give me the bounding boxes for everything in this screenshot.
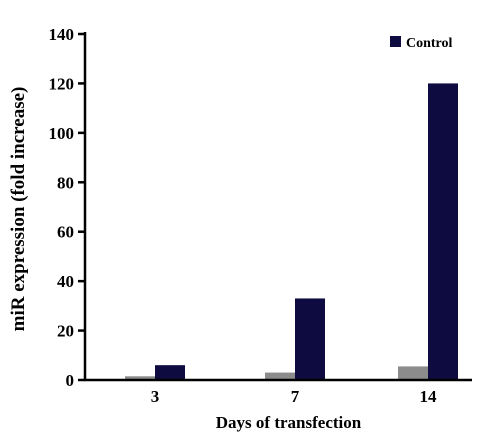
bar <box>125 376 155 380</box>
y-tick-label: 60 <box>57 223 74 242</box>
x-ticks-group: 3 7 14 <box>151 387 437 406</box>
bar <box>295 298 325 380</box>
bar <box>398 366 428 380</box>
bar <box>428 83 458 380</box>
legend-swatch <box>390 36 401 47</box>
legend-label: Control <box>406 36 453 51</box>
x-tick-label: 3 <box>151 387 160 406</box>
y-ticks-group: 0 20 40 60 80 100 120 140 <box>49 25 85 390</box>
y-tick-label: 100 <box>49 124 75 143</box>
y-tick-label: 140 <box>49 25 75 44</box>
y-tick-label: 40 <box>57 272 74 291</box>
legend: Control <box>390 36 453 51</box>
bar <box>265 372 295 380</box>
y-tick-label: 80 <box>57 173 74 192</box>
x-tick-label: 7 <box>291 387 300 406</box>
x-tick-label: 14 <box>420 387 438 406</box>
y-tick-label: 120 <box>49 74 75 93</box>
bar <box>155 365 185 380</box>
y-tick-label: 20 <box>57 322 74 341</box>
bars-group <box>125 83 458 380</box>
y-axis-label: miR expression (fold increase) <box>8 87 29 332</box>
y-tick-label: 0 <box>66 371 75 390</box>
x-axis-label: Days of transfection <box>216 413 362 432</box>
